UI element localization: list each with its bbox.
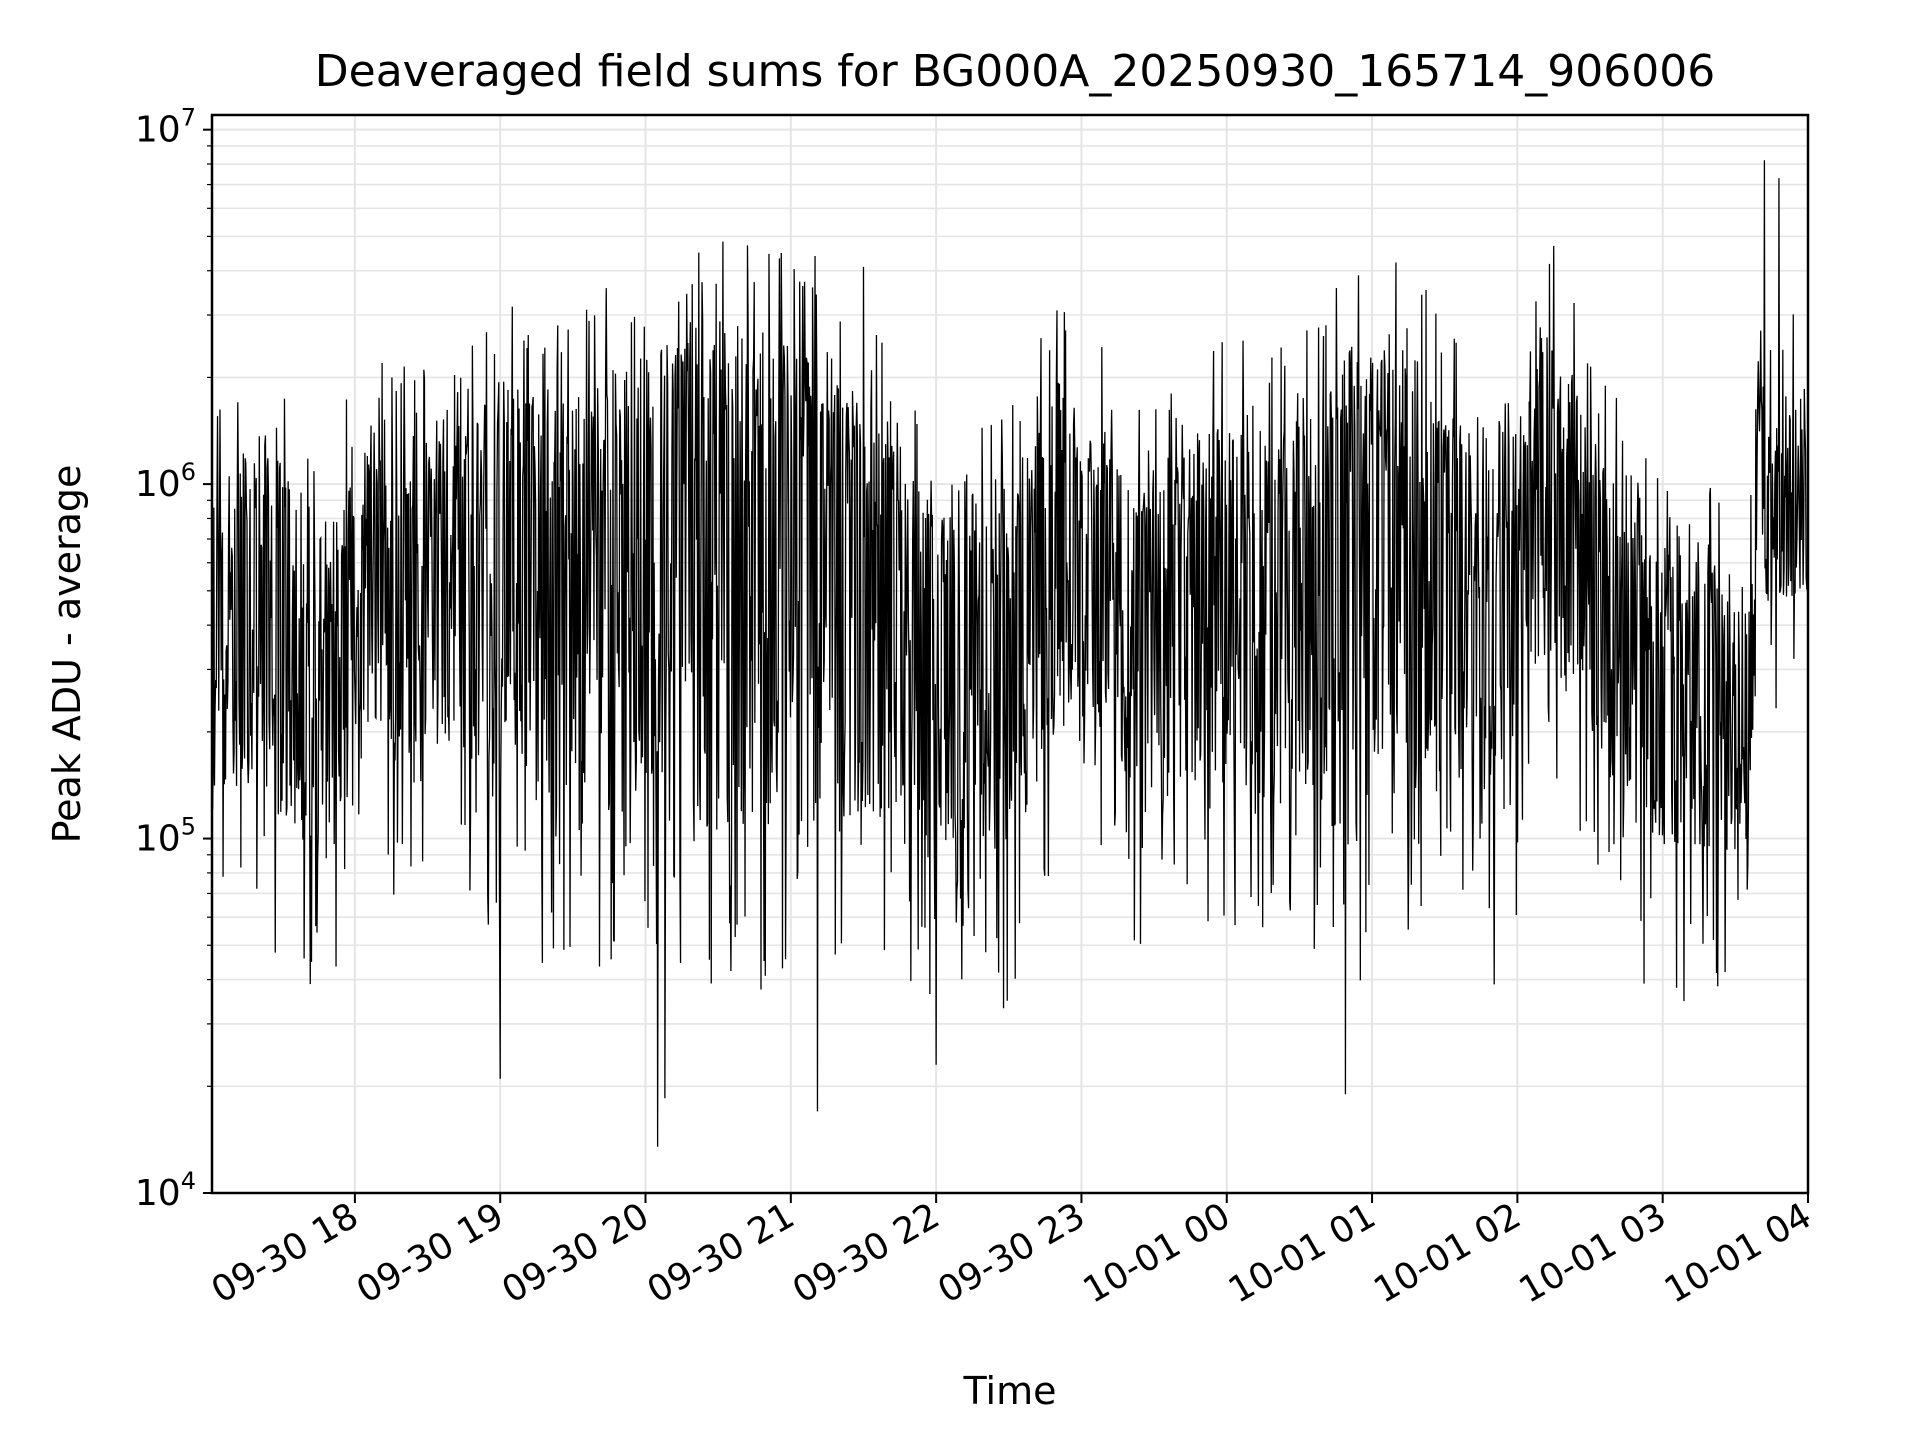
- data-series: [211, 160, 1809, 1147]
- chart-title: Deaveraged field sums for BG000A_2025093…: [315, 46, 1715, 97]
- y-tick-label: 106: [135, 458, 196, 505]
- series-line: [211, 160, 1809, 1147]
- y-tick-label: 107: [135, 104, 196, 151]
- y-tick-label: 105: [135, 813, 196, 860]
- x-axis-label: Time: [963, 1369, 1057, 1413]
- plot-frame: [210, 113, 1810, 1195]
- y-tick-label: 104: [135, 1167, 196, 1214]
- y-axis-label: Peak ADU - average: [45, 465, 89, 844]
- y-axis: 104 105 106 107: [135, 104, 212, 1214]
